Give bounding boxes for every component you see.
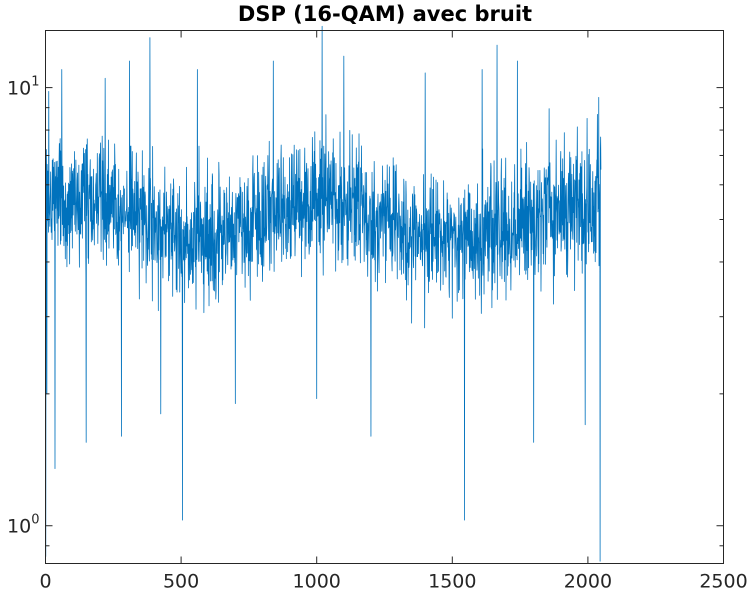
plot-frame — [45, 30, 724, 564]
y-tick-label: 100 — [7, 513, 39, 538]
x-tick-label: 1500 — [428, 571, 476, 593]
plot-area — [45, 30, 724, 564]
axes: 0 500 1000 1500 2000 2500 100 101 — [7, 30, 748, 593]
x-tick-label: 0 — [39, 571, 51, 593]
x-tick-label: 2500 — [699, 571, 747, 593]
series-layer — [45, 25, 602, 562]
y-tick-label: 101 — [7, 75, 39, 100]
series-line — [45, 25, 602, 562]
chart-title: DSP (16-QAM) avec bruit — [238, 2, 532, 26]
x-tick-label: 500 — [163, 571, 199, 593]
x-tick-label: 1000 — [293, 571, 341, 593]
x-tick-label: 2000 — [564, 571, 612, 593]
